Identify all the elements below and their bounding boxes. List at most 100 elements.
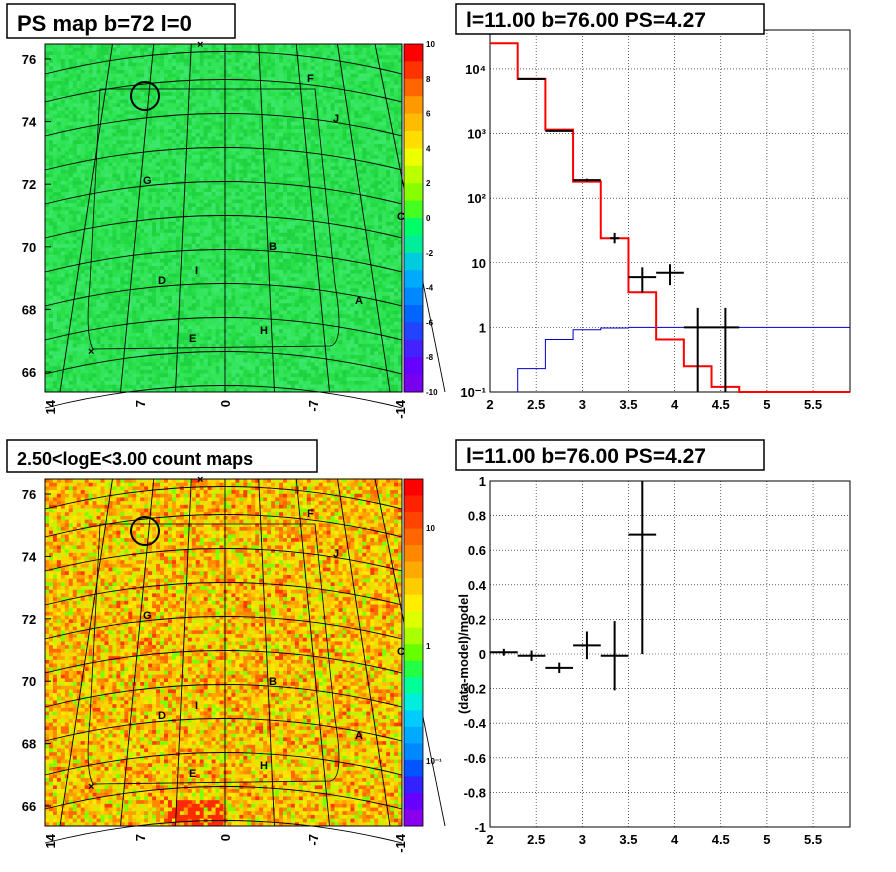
color-bar-segment xyxy=(404,61,423,80)
color-bar-segment xyxy=(404,113,423,132)
color-bar-segment xyxy=(404,545,423,563)
longitude-line xyxy=(295,478,330,827)
spectrum-frame xyxy=(489,29,851,393)
color-bar-segment xyxy=(404,578,423,596)
x-tick-label: 7 xyxy=(133,400,148,407)
y-tick-label: 76 xyxy=(22,52,36,67)
latitude-line xyxy=(44,249,403,273)
latitude-line xyxy=(44,718,403,742)
color-bar-segment xyxy=(404,270,423,289)
y-tick-label: 1 xyxy=(479,474,486,489)
color-bar-segment xyxy=(404,78,423,97)
latitude-line xyxy=(44,514,403,538)
x-tick-label: 3.5 xyxy=(619,832,637,847)
ps-color-bar: 10 8 6 4 2 0 -2 -4 -6 -8 -10 xyxy=(403,40,438,397)
latitude-line xyxy=(44,51,403,75)
region-label-J: J xyxy=(333,113,339,125)
longitude-line xyxy=(337,478,391,827)
color-bar-segment xyxy=(404,627,423,645)
x-tick-label: 2.5 xyxy=(527,397,545,412)
color-bar-segment xyxy=(404,512,423,530)
y-tick-label: -0.2 xyxy=(464,682,486,697)
x-tick-label: -7 xyxy=(306,834,321,846)
color-bar-segment xyxy=(404,693,423,711)
longitude-line xyxy=(337,43,391,393)
y-tick-label: 1 xyxy=(479,320,486,335)
color-bar-segment xyxy=(404,200,423,219)
source-circle xyxy=(130,81,160,111)
color-bar-segment xyxy=(404,743,423,761)
latitude-line xyxy=(44,616,403,640)
color-bar-segment xyxy=(404,677,423,695)
color-bar-segment xyxy=(404,322,423,341)
count_map-grid xyxy=(44,478,446,844)
color-bar-segment xyxy=(404,495,423,513)
x-tick-label: 3 xyxy=(579,832,586,847)
y-tick-label: 0.6 xyxy=(468,543,486,558)
color-bar-segment xyxy=(404,131,423,149)
model-background-line xyxy=(517,326,850,392)
y-tick-label: 0.4 xyxy=(468,578,487,593)
y-tick-label: 76 xyxy=(22,487,36,502)
region-label-A: A xyxy=(355,730,363,742)
latitude-line xyxy=(44,582,403,606)
latitude-line xyxy=(44,486,403,510)
region-label-D: D xyxy=(158,275,166,287)
spectrum-title-frame xyxy=(455,3,765,35)
color-bar-segment xyxy=(404,165,423,184)
y-tick-label: 10⁴ xyxy=(465,62,486,77)
cross-marker: × xyxy=(88,346,94,358)
color-bar-segment xyxy=(404,561,423,579)
grid xyxy=(490,30,850,392)
y-tick-label: 10 xyxy=(472,256,486,271)
color-bar-segment xyxy=(404,479,423,497)
grid xyxy=(490,481,850,827)
source-circle xyxy=(130,516,160,546)
count-map-title: 2.50<logE<3.00 count maps xyxy=(17,449,253,469)
color-bar-segment xyxy=(404,528,423,546)
latitude-line xyxy=(44,820,403,844)
x-tick-label: 5 xyxy=(763,397,770,412)
ps_map-frame xyxy=(44,43,403,393)
x-tick-label: 3 xyxy=(579,397,586,412)
y-tick-label: 0 xyxy=(479,647,486,662)
color-bar-segment xyxy=(404,96,423,115)
color-bar-tick: 2 xyxy=(426,179,431,188)
latitude-line xyxy=(44,181,403,205)
x-tick-label: -14 xyxy=(393,833,408,853)
region-label-I: I xyxy=(195,265,198,277)
longitude-line xyxy=(175,43,192,393)
x-tick-label: 3.5 xyxy=(619,397,637,412)
y-tick-label: 0.2 xyxy=(468,612,486,627)
region-label-G: G xyxy=(143,610,152,622)
longitude-line xyxy=(120,43,155,393)
color-bar-frame xyxy=(403,478,424,827)
cross-marker: × xyxy=(197,474,203,486)
x-tick-label: 7 xyxy=(133,834,148,841)
color-bar-segment xyxy=(404,183,423,202)
color-bar-segment xyxy=(404,710,423,728)
y-tick-label: 70 xyxy=(22,240,36,255)
region-label-J: J xyxy=(333,548,339,560)
x-tick-label: 4.5 xyxy=(712,397,730,412)
x-tick-label: -14 xyxy=(393,399,408,419)
spectrum-panel: 2 2.5 3 3.5 4 4.5 5 5.5 10⁻¹ 1 10 10² 10³ 10⁴ xyxy=(460,29,851,412)
latitude-line xyxy=(44,147,403,171)
longitude-line xyxy=(258,43,275,393)
region-label-E: E xyxy=(189,768,196,780)
longitude-line xyxy=(175,478,192,827)
color-bar-tick: -10 xyxy=(426,388,438,397)
x-tick-label: -7 xyxy=(306,400,321,412)
y-tick-label: 72 xyxy=(22,177,36,192)
y-tick-label: 74 xyxy=(22,115,37,130)
y-tick-label: 74 xyxy=(22,549,37,564)
color-bar-segment xyxy=(404,776,423,794)
ps_map-grid xyxy=(44,43,446,409)
color-bar-tick: 6 xyxy=(426,110,431,119)
region-label-C: C xyxy=(397,646,405,658)
latitude-line xyxy=(44,351,403,375)
longitude-line xyxy=(59,478,113,827)
region-label-A: A xyxy=(355,295,363,307)
x-tick-label: 2.5 xyxy=(527,832,545,847)
